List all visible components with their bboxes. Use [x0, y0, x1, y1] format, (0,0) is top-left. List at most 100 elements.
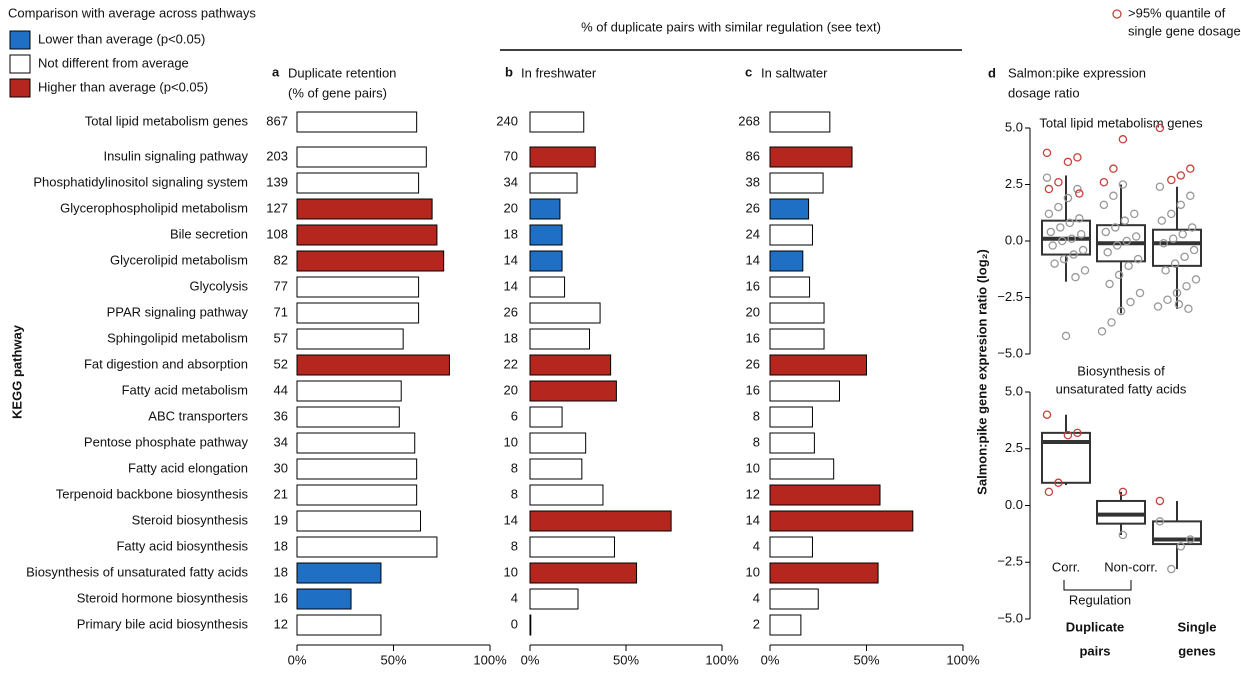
- count-label: 36: [274, 408, 288, 423]
- bar: [296, 614, 382, 636]
- count-label: 14: [504, 278, 518, 293]
- bar: [296, 562, 382, 584]
- category-label: Biosynthesis of unsaturated fatty acids: [26, 564, 248, 579]
- bar: [296, 172, 420, 194]
- data-point: [1042, 148, 1052, 158]
- bar: [296, 588, 352, 610]
- bar: [769, 484, 881, 506]
- bar: [529, 172, 578, 194]
- data-point: [1109, 164, 1118, 173]
- data-point: [1172, 288, 1182, 298]
- x-tick-label: 50%: [380, 652, 406, 667]
- group-label: pairs: [1079, 643, 1110, 658]
- data-point: [1176, 200, 1186, 210]
- bar: [296, 406, 400, 428]
- bar: [529, 406, 563, 428]
- bar: [529, 328, 591, 350]
- data-point: [1075, 214, 1084, 223]
- data-point: [1182, 281, 1191, 291]
- header: % of duplicate pairs with similar regula…: [581, 19, 881, 34]
- data-point: [1170, 259, 1180, 268]
- count-label: 4: [511, 590, 518, 605]
- data-point: [1163, 295, 1172, 305]
- bar: [769, 146, 853, 168]
- category-label: Fat digestion and absorption: [84, 356, 248, 371]
- data-point: [1176, 171, 1186, 180]
- data-point: [1155, 182, 1165, 192]
- data-point: [1135, 288, 1145, 298]
- data-point: [1118, 487, 1128, 497]
- panel-title: Salmon:pike expression: [1008, 65, 1146, 80]
- y-tick-label: 0.0: [1005, 497, 1023, 512]
- panel-letter: a: [272, 64, 280, 79]
- bar: [529, 614, 532, 636]
- data-point: [1180, 252, 1189, 262]
- data-point: [1099, 177, 1109, 187]
- bar: [769, 111, 831, 133]
- x-tick-label: 100%: [946, 652, 980, 667]
- data-point: [1073, 428, 1082, 438]
- category-label: ABC transporters: [148, 408, 248, 423]
- data-point: [1063, 430, 1073, 440]
- bar: [529, 276, 566, 298]
- data-point: [1130, 209, 1139, 219]
- y-tick-label: 2.5: [1005, 176, 1023, 191]
- x-tick-label: 50%: [853, 652, 879, 667]
- data-point: [1155, 517, 1165, 526]
- bar: [296, 354, 450, 376]
- data-point: [1054, 202, 1063, 212]
- panel-letter: d: [988, 65, 996, 80]
- data-point: [1109, 191, 1118, 201]
- data-point: [1133, 254, 1143, 264]
- category-label: Fatty acid elongation: [128, 460, 248, 475]
- x-tick-label: 0%: [761, 652, 780, 667]
- data-point: [1042, 410, 1052, 419]
- count-label: 8: [511, 460, 518, 475]
- count-label: 44: [274, 382, 288, 397]
- count-label: 18: [504, 226, 518, 241]
- bar: [769, 302, 825, 324]
- panel-title: In freshwater: [521, 65, 597, 80]
- count-label: 14: [746, 512, 760, 527]
- x-tick-label: 100%: [705, 652, 739, 667]
- data-point: [1118, 530, 1128, 540]
- count-label: 268: [738, 113, 760, 128]
- count-label: 16: [746, 382, 760, 397]
- data-point: [1176, 542, 1186, 551]
- data-point: [1080, 266, 1090, 275]
- data-point: [1048, 241, 1057, 250]
- y-tick-label: −5.0: [997, 345, 1023, 360]
- bar: [296, 484, 418, 506]
- data-point: [1116, 306, 1126, 316]
- count-label: 20: [504, 382, 518, 397]
- count-label: 240: [496, 113, 518, 128]
- box: [1152, 228, 1202, 267]
- bar: [529, 111, 585, 133]
- count-label: 20: [746, 304, 760, 319]
- data-point: [1075, 189, 1084, 198]
- bar: [769, 224, 813, 246]
- data-point: [1057, 236, 1067, 246]
- box: [1096, 499, 1146, 525]
- count-label: 30: [274, 460, 288, 475]
- bar: [529, 224, 563, 246]
- category-label: Primary bile acid biosynthesis: [77, 616, 249, 631]
- data-point: [1056, 223, 1065, 232]
- data-point: [1071, 272, 1080, 282]
- data-point: [1101, 227, 1111, 237]
- bar: [529, 302, 601, 324]
- data-point: [1131, 232, 1141, 241]
- data-point: [1063, 157, 1073, 167]
- category-label: PPAR signaling pathway: [107, 304, 249, 319]
- data-point: [1105, 279, 1114, 289]
- legend-marker: [1112, 9, 1122, 19]
- bar: [769, 432, 815, 454]
- count-label: 4: [753, 590, 760, 605]
- bar: [769, 198, 810, 220]
- bar: [296, 302, 420, 324]
- y-tick-label: 5.0: [1005, 383, 1023, 398]
- count-label: 18: [504, 330, 518, 345]
- bar: [529, 146, 596, 168]
- count-label: 18: [274, 564, 288, 579]
